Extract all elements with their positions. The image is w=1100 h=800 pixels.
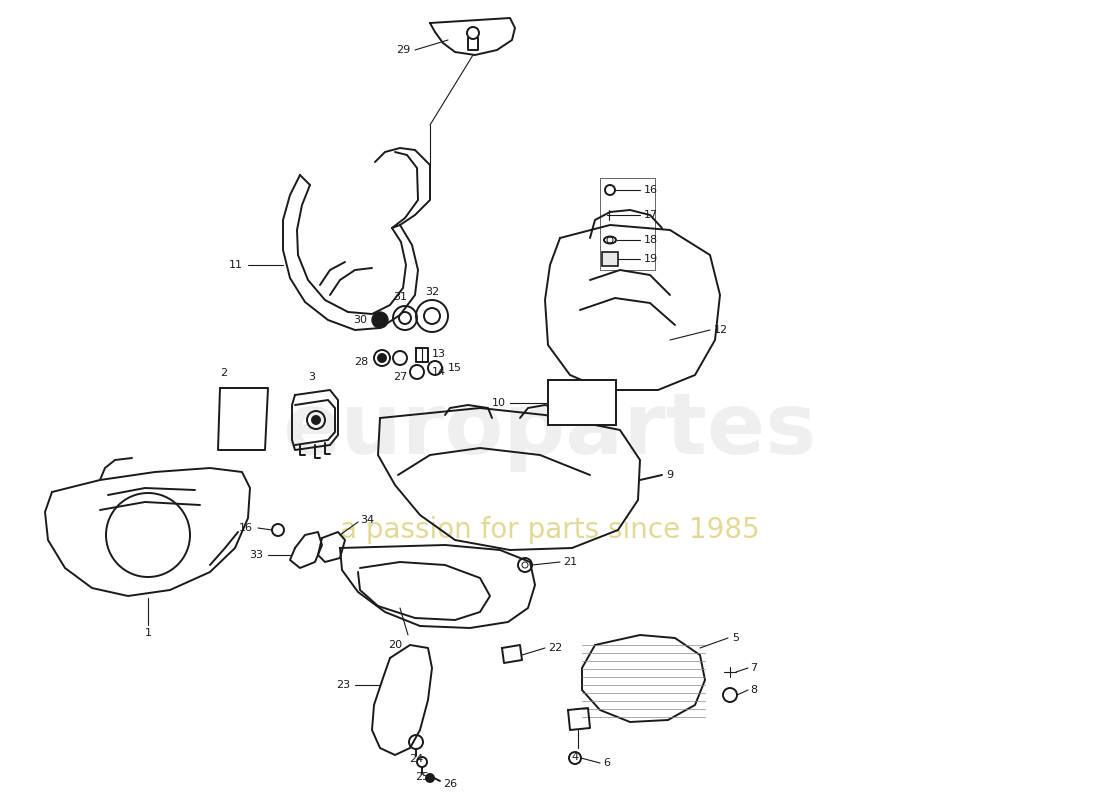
Text: 23: 23 [336, 680, 350, 690]
Text: 3: 3 [308, 372, 316, 382]
Text: 15: 15 [448, 363, 462, 373]
Text: 16: 16 [644, 185, 658, 195]
Text: 17: 17 [644, 210, 658, 220]
Text: 11: 11 [229, 260, 243, 270]
Text: 19: 19 [644, 254, 658, 264]
Text: 30: 30 [353, 315, 367, 325]
Circle shape [312, 416, 320, 424]
Text: a passion for parts since 1985: a passion for parts since 1985 [340, 516, 760, 544]
Bar [548, 380, 616, 425]
Text: 28: 28 [354, 357, 368, 367]
Text: 34: 34 [360, 515, 374, 525]
Text: 22: 22 [548, 643, 562, 653]
Text: 16: 16 [239, 523, 253, 533]
Text: 9: 9 [666, 470, 673, 480]
Text: 27: 27 [393, 372, 407, 382]
Circle shape [372, 312, 388, 328]
Text: 14: 14 [432, 367, 447, 377]
Text: 31: 31 [393, 292, 407, 302]
Text: 13: 13 [432, 349, 446, 359]
Text: europartes: europartes [283, 389, 817, 471]
Text: 10: 10 [492, 398, 506, 408]
Text: 32: 32 [425, 287, 439, 297]
Text: 18: 18 [644, 235, 658, 245]
Bar [602, 252, 618, 266]
Text: 1: 1 [144, 628, 152, 638]
Text: 26: 26 [443, 779, 458, 789]
Text: 29: 29 [396, 45, 410, 55]
Text: 5: 5 [732, 633, 739, 643]
Text: 7: 7 [750, 663, 757, 673]
Text: 33: 33 [249, 550, 263, 560]
Text: 12: 12 [714, 325, 728, 335]
Text: 20: 20 [388, 640, 403, 650]
Circle shape [378, 354, 386, 362]
Text: 8: 8 [750, 685, 757, 695]
Text: 24: 24 [409, 754, 424, 764]
Text: 21: 21 [563, 557, 578, 567]
Text: 6: 6 [603, 758, 611, 768]
Text: 25: 25 [415, 772, 429, 782]
Circle shape [426, 774, 434, 782]
Text: 4: 4 [571, 752, 579, 762]
Text: 2: 2 [220, 368, 228, 378]
